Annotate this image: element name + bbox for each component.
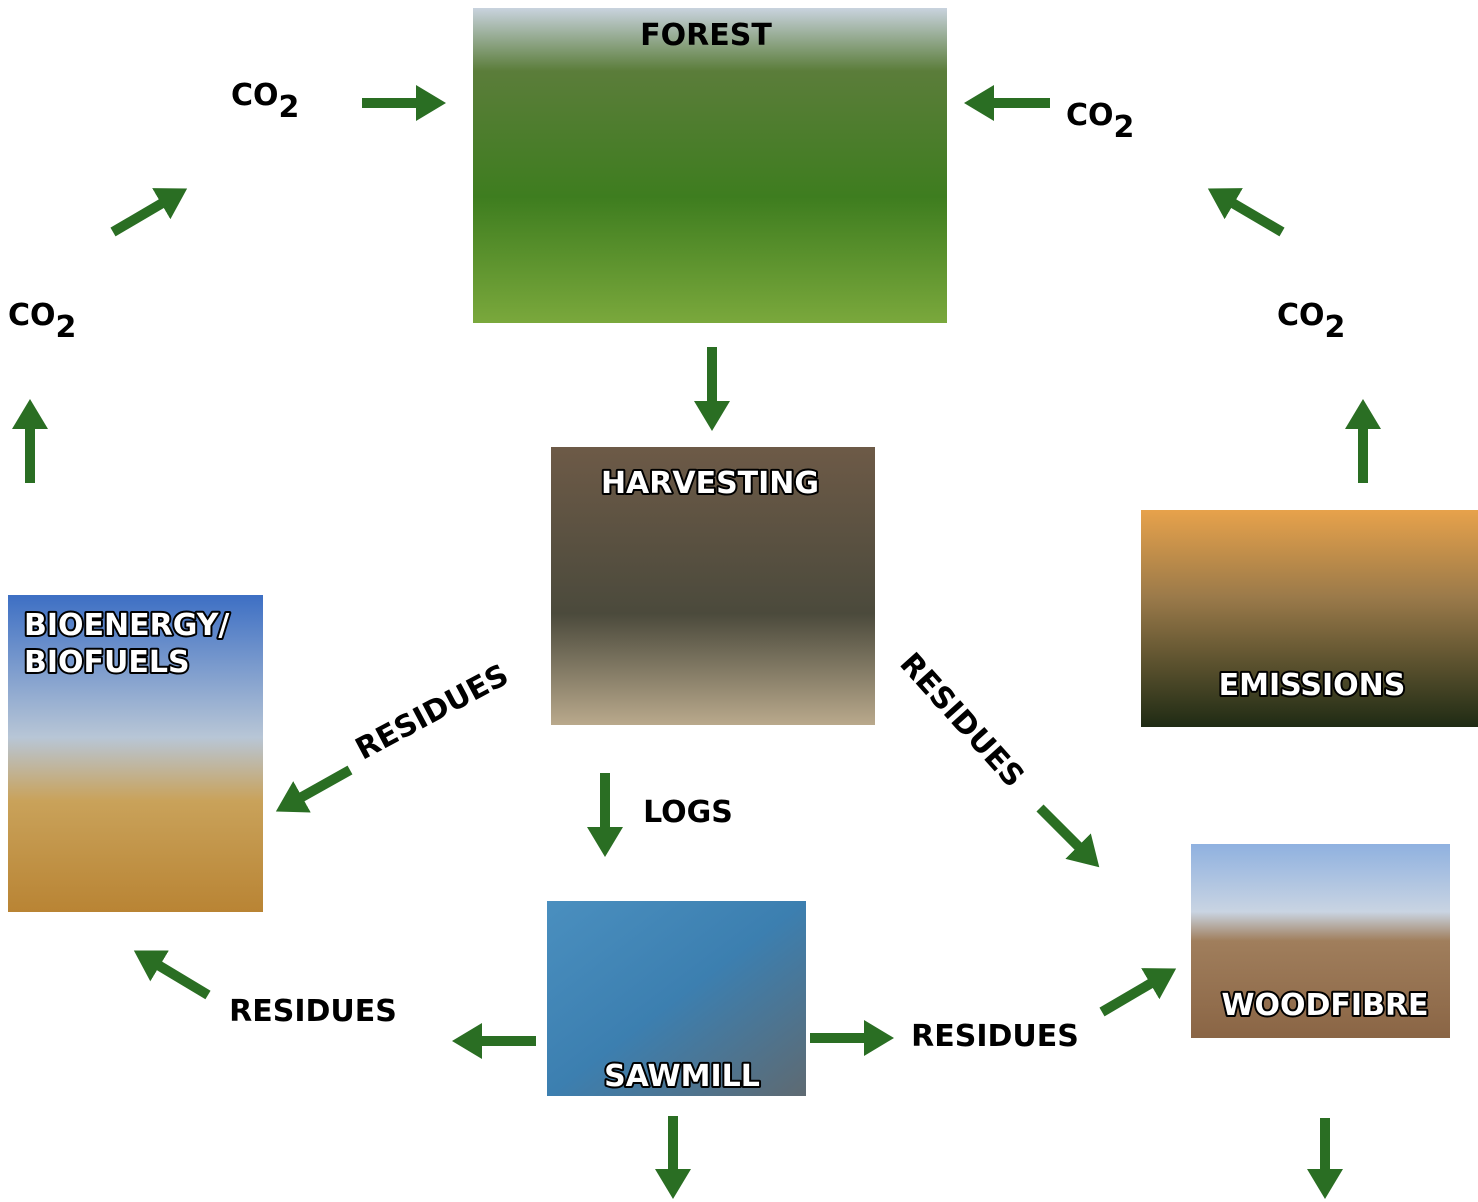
co2-subscript: 2 — [1325, 310, 1346, 345]
co2-text: CO — [1066, 98, 1114, 133]
node-label: WOODFIBRE — [1221, 988, 1428, 1023]
co2-text: CO — [231, 78, 279, 113]
node-label: BIOENERGY/ — [24, 608, 229, 643]
diagram: FOREST HARVESTING BIOENERGY/ BIOFUELS EM… — [0, 0, 1478, 1202]
arrow — [1233, 203, 1282, 232]
co2-label: CO2 — [1277, 298, 1345, 345]
node-label: FOREST — [640, 18, 772, 53]
co2-text: CO — [8, 298, 56, 333]
flow-label: RESIDUES — [911, 1019, 1079, 1054]
arrow — [301, 770, 350, 797]
co2-label: CO2 — [8, 298, 76, 345]
arrow — [1040, 808, 1079, 847]
co2-subscript: 2 — [1114, 110, 1135, 145]
flow-label: RESIDUES — [229, 994, 397, 1029]
co2-label: CO2 — [1066, 98, 1134, 145]
arrow — [159, 965, 208, 995]
co2-subscript: 2 — [279, 90, 300, 125]
co2-text: CO — [1277, 298, 1325, 333]
arrow — [113, 203, 162, 232]
flow-label: RESIDUES — [893, 646, 1031, 794]
arrow — [1102, 983, 1151, 1012]
node-label: EMISSIONS — [1219, 668, 1406, 703]
flow-label: LOGS — [643, 795, 733, 830]
flow-label: RESIDUES — [350, 658, 515, 768]
co2-subscript: 2 — [56, 310, 77, 345]
forest-photo — [473, 8, 947, 323]
node-label: SAWMILL — [604, 1059, 760, 1094]
co2-label: CO2 — [231, 78, 299, 125]
node-label: BIOFUELS — [24, 645, 190, 680]
node-label: HARVESTING — [601, 466, 819, 501]
